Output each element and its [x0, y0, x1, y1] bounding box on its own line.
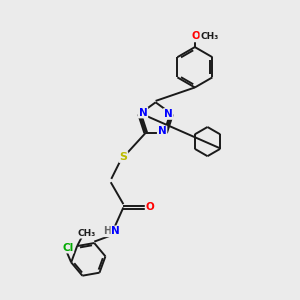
- Text: O: O: [192, 32, 201, 41]
- Text: S: S: [119, 152, 128, 162]
- Text: N: N: [164, 109, 172, 119]
- Text: O: O: [146, 202, 154, 212]
- Text: H: H: [103, 226, 111, 236]
- Text: CH₃: CH₃: [200, 32, 219, 41]
- Text: CH₃: CH₃: [78, 229, 96, 238]
- Text: N: N: [139, 108, 147, 118]
- Text: N: N: [111, 226, 120, 236]
- Text: Cl: Cl: [62, 243, 73, 253]
- Text: N: N: [158, 126, 167, 136]
